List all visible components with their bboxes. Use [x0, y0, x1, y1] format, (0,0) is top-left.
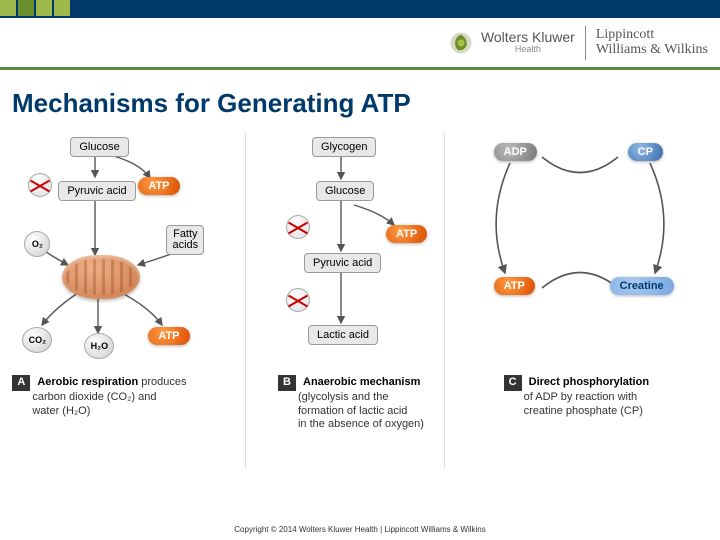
node-a-co2: CO₂	[22, 327, 52, 353]
header-stripe	[0, 0, 720, 18]
caption-a-letter: A	[12, 375, 30, 391]
node-b-atp: ATP	[386, 225, 427, 243]
node-a-cross1	[28, 173, 52, 197]
caption-b-letter: B	[278, 375, 296, 391]
diagram-container: Glucose ATP Pyruvic acid O₂ Fatty acids …	[0, 127, 720, 468]
panel-b: Glycogen Glucose ATP Pyruvic acid Lactic…	[245, 133, 445, 468]
caption-a-title: Aerobic respiration	[37, 376, 138, 388]
footer-copyright: Copyright © 2014 Wolters Kluwer Health |…	[0, 525, 720, 534]
caption-c: C Direct phosphorylation of ADP by react…	[504, 375, 704, 418]
mitochondrion-icon	[62, 255, 140, 299]
node-a-o2: O₂	[24, 231, 50, 257]
caption-c-line3: creatine phosphate (CP)	[524, 405, 643, 419]
header: Wolters Kluwer Health Lippincott William…	[0, 0, 720, 70]
caption-b-line4: in the absence of oxygen)	[298, 418, 424, 432]
brand-lippincott: Lippincott Williams & Wilkins	[596, 28, 708, 57]
node-a-atp2: ATP	[148, 327, 189, 345]
brand-left-sub: Health	[481, 45, 575, 54]
node-b-cross1	[286, 215, 310, 239]
caption-a: A Aerobic respiration produces carbon di…	[12, 375, 232, 418]
node-c-adp: ADP	[494, 143, 537, 161]
node-a-fatty: Fatty acids	[166, 225, 204, 255]
header-squares	[0, 0, 72, 16]
brand-separator	[585, 26, 586, 60]
brand-left-text: Wolters Kluwer	[481, 30, 575, 45]
brand-right-line2: Williams & Wilkins	[596, 43, 708, 58]
caption-a-line3: water (H₂O)	[32, 405, 90, 419]
node-b-glucose: Glucose	[316, 181, 374, 201]
caption-b: B Anaerobic mechanism (glycolysis and th…	[278, 375, 458, 432]
node-a-glucose: Glucose	[70, 137, 128, 157]
brand-right-line1: Lippincott	[596, 28, 708, 43]
node-b-glycogen: Glycogen	[312, 137, 376, 157]
panel-c: ADP CP ATP Creatine C Direct phosphoryla…	[450, 133, 710, 468]
caption-a-rest1: produces	[138, 376, 186, 388]
wk-logo-icon	[447, 29, 475, 57]
node-c-atp: ATP	[494, 277, 535, 295]
caption-c-letter: C	[504, 375, 522, 391]
caption-b-line3: formation of lactic acid	[298, 405, 407, 419]
header-main: Wolters Kluwer Health Lippincott William…	[0, 18, 720, 70]
panel-a: Glucose ATP Pyruvic acid O₂ Fatty acids …	[10, 133, 240, 468]
node-c-creatine: Creatine	[610, 277, 674, 295]
caption-b-title: Anaerobic mechanism	[303, 376, 420, 388]
caption-c-title: Direct phosphorylation	[529, 376, 649, 388]
node-b-pyruvic: Pyruvic acid	[304, 253, 381, 273]
caption-c-line2: of ADP by reaction with	[524, 391, 638, 405]
brand-wolters-kluwer: Wolters Kluwer Health	[447, 29, 575, 57]
node-a-h2o: H₂O	[84, 333, 114, 359]
node-c-cp: CP	[628, 143, 663, 161]
caption-a-line2: carbon dioxide (CO₂) and	[32, 391, 156, 405]
node-b-cross2	[286, 288, 310, 312]
node-b-lactic: Lactic acid	[308, 325, 378, 345]
page-title: Mechanisms for Generating ATP	[0, 70, 720, 127]
node-a-atp1: ATP	[138, 177, 179, 195]
node-a-pyruvic: Pyruvic acid	[58, 181, 135, 201]
caption-b-line2: (glycolysis and the	[298, 391, 389, 405]
